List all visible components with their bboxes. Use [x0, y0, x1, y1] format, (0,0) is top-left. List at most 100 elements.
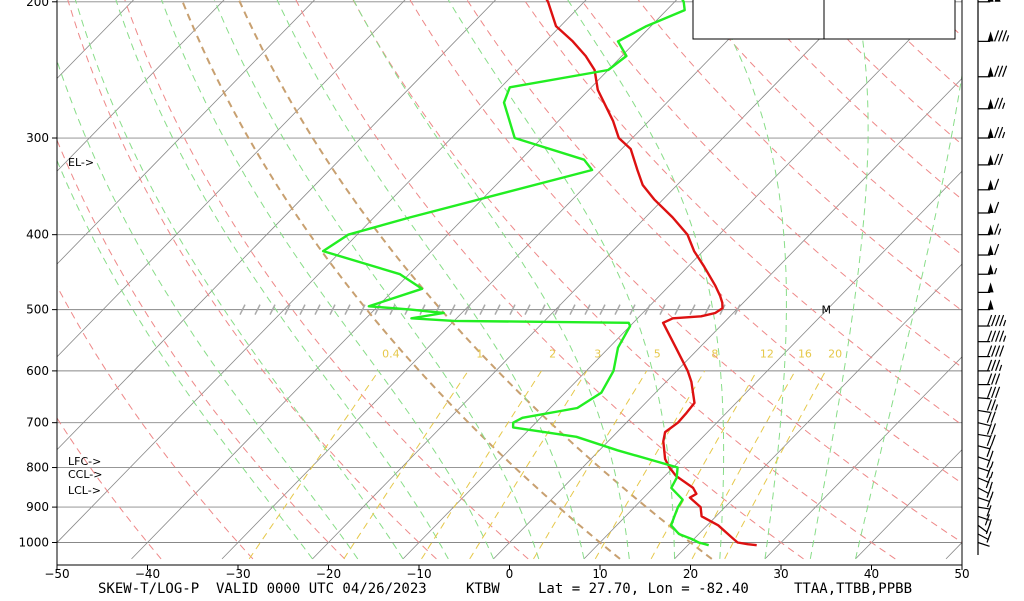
mixing-ratio-label: 8	[711, 348, 718, 361]
p-tick-label: 900	[26, 500, 49, 514]
x-tick-label: −20	[316, 567, 341, 581]
isotherm-line	[674, 263, 962, 560]
isotherm-line	[57, 0, 315, 265]
hatch-mark	[734, 304, 741, 315]
mixing-ratio-label: 5	[654, 348, 661, 361]
x-tick-label: −30	[225, 567, 250, 581]
hatch-mark	[464, 304, 471, 315]
dry-adiabat	[124, 0, 529, 560]
level-label: CCL->	[68, 468, 102, 481]
hatch-mark	[269, 304, 276, 315]
x-tick-label: −50	[44, 567, 69, 581]
moist-adiabat	[567, 0, 725, 559]
isotherm-line	[57, 0, 496, 451]
p-tick-label: 500	[26, 303, 49, 317]
dry-adiabat	[751, 0, 962, 201]
wind-barb	[978, 314, 1007, 327]
mixing-ratio-label: 12	[760, 348, 774, 361]
wind-barb	[978, 97, 1006, 110]
wind-barb	[977, 456, 994, 472]
dry-adiabat	[57, 417, 162, 560]
hatch-mark	[584, 304, 591, 315]
hatch-mark	[314, 304, 321, 315]
wind-barb	[977, 386, 1001, 400]
moist-adiabat	[809, 0, 869, 559]
dry-adiabat	[67, 0, 437, 560]
dry-adiabat	[352, 0, 896, 560]
moist-adiabat	[855, 72, 962, 560]
wind-barb	[977, 399, 999, 413]
mixing-ratio-label: 2	[549, 348, 556, 361]
wind-barb	[977, 434, 996, 450]
hatch-mark	[644, 304, 651, 315]
dry-adiabat	[808, 0, 962, 146]
moist-adiabat	[74, 0, 404, 560]
wind-barb	[978, 201, 1000, 214]
mixing-ratio-labels: 0.4 1 2 3 5 8 12 16 20	[382, 348, 842, 361]
isotherm-line	[57, 0, 225, 172]
hatch-mark	[359, 304, 366, 315]
x-tick-label: 0	[506, 567, 514, 581]
p-tick-label: 700	[26, 416, 49, 430]
p-tick-label: 600	[26, 364, 49, 378]
wind-barb	[978, 264, 998, 275]
wind-barb	[978, 373, 1001, 386]
isotherm-line	[57, 0, 587, 544]
p-tick-label: 800	[26, 461, 49, 475]
hatch-mark	[614, 304, 621, 315]
x-tick-label: −40	[135, 567, 160, 581]
wind-barb	[978, 126, 1006, 139]
mixing-ratio-line	[343, 370, 469, 560]
dry-adiabat	[57, 285, 254, 560]
moist-adiabat	[57, 159, 313, 560]
isotherm-line	[945, 541, 962, 560]
isotherm-line	[855, 449, 962, 560]
hatch-mark	[479, 304, 486, 315]
plot-axes: −50 −40 −30 −20 −10 0 10 20 30 40 50 1000 900 800 700 6…	[18, 0, 970, 581]
mixing-ratio-line	[248, 370, 380, 560]
hatch-mark	[344, 304, 351, 315]
mixing-ratio-label: 20	[828, 348, 842, 361]
isotherm-line	[57, 0, 406, 358]
mixing-ratio-label: 3	[594, 348, 601, 361]
dry-adiabat	[466, 0, 962, 484]
moist-adiabat	[711, 0, 787, 559]
isotherm-line	[131, 0, 677, 560]
x-tick-label: 30	[773, 567, 788, 581]
wind-barb	[978, 299, 994, 311]
wind-barb	[978, 359, 1003, 372]
hatch-mark	[674, 304, 681, 315]
isotherm-line	[402, 0, 949, 560]
mixing-ratio-label: 0.4	[382, 348, 400, 361]
moist-adiabat	[161, 0, 494, 560]
mixing-ratio-line	[594, 370, 706, 560]
footer: SKEW-T/LOG-P VALID 0000 UTC 04/26/2023 K…	[0, 581, 1024, 601]
p-tick-label: 400	[26, 228, 49, 242]
isotherm-line	[57, 0, 134, 79]
wind-barb	[977, 531, 992, 547]
mixing-ratio-line	[724, 370, 827, 560]
hatch-mark	[329, 304, 336, 315]
x-tick-label: 40	[864, 567, 879, 581]
hatch-mark	[509, 304, 516, 315]
moist-adiabat	[447, 0, 675, 559]
level-label: LCL->	[68, 484, 101, 497]
sounding-line	[321, 0, 710, 547]
hatch-mark	[494, 304, 501, 315]
hatch-mark	[599, 304, 606, 315]
marker-label: M	[821, 304, 831, 317]
mixing-ratio-line	[469, 370, 588, 560]
mixing-ratio-line	[421, 370, 542, 560]
wind-barb	[977, 423, 997, 437]
x-tick-label: 20	[683, 567, 698, 581]
wind-barb	[977, 411, 996, 427]
hatch-mark	[554, 304, 561, 315]
isotherm-line	[0, 0, 45, 559]
mixing-ratio-label: 1	[476, 348, 483, 361]
wind-barb	[978, 282, 994, 294]
sounding-line	[545, 0, 757, 547]
isotherm-line	[583, 170, 962, 560]
x-tick-label: 10	[592, 567, 607, 581]
wind-barb	[978, 65, 1008, 78]
mixing-ratio-line	[650, 370, 758, 560]
